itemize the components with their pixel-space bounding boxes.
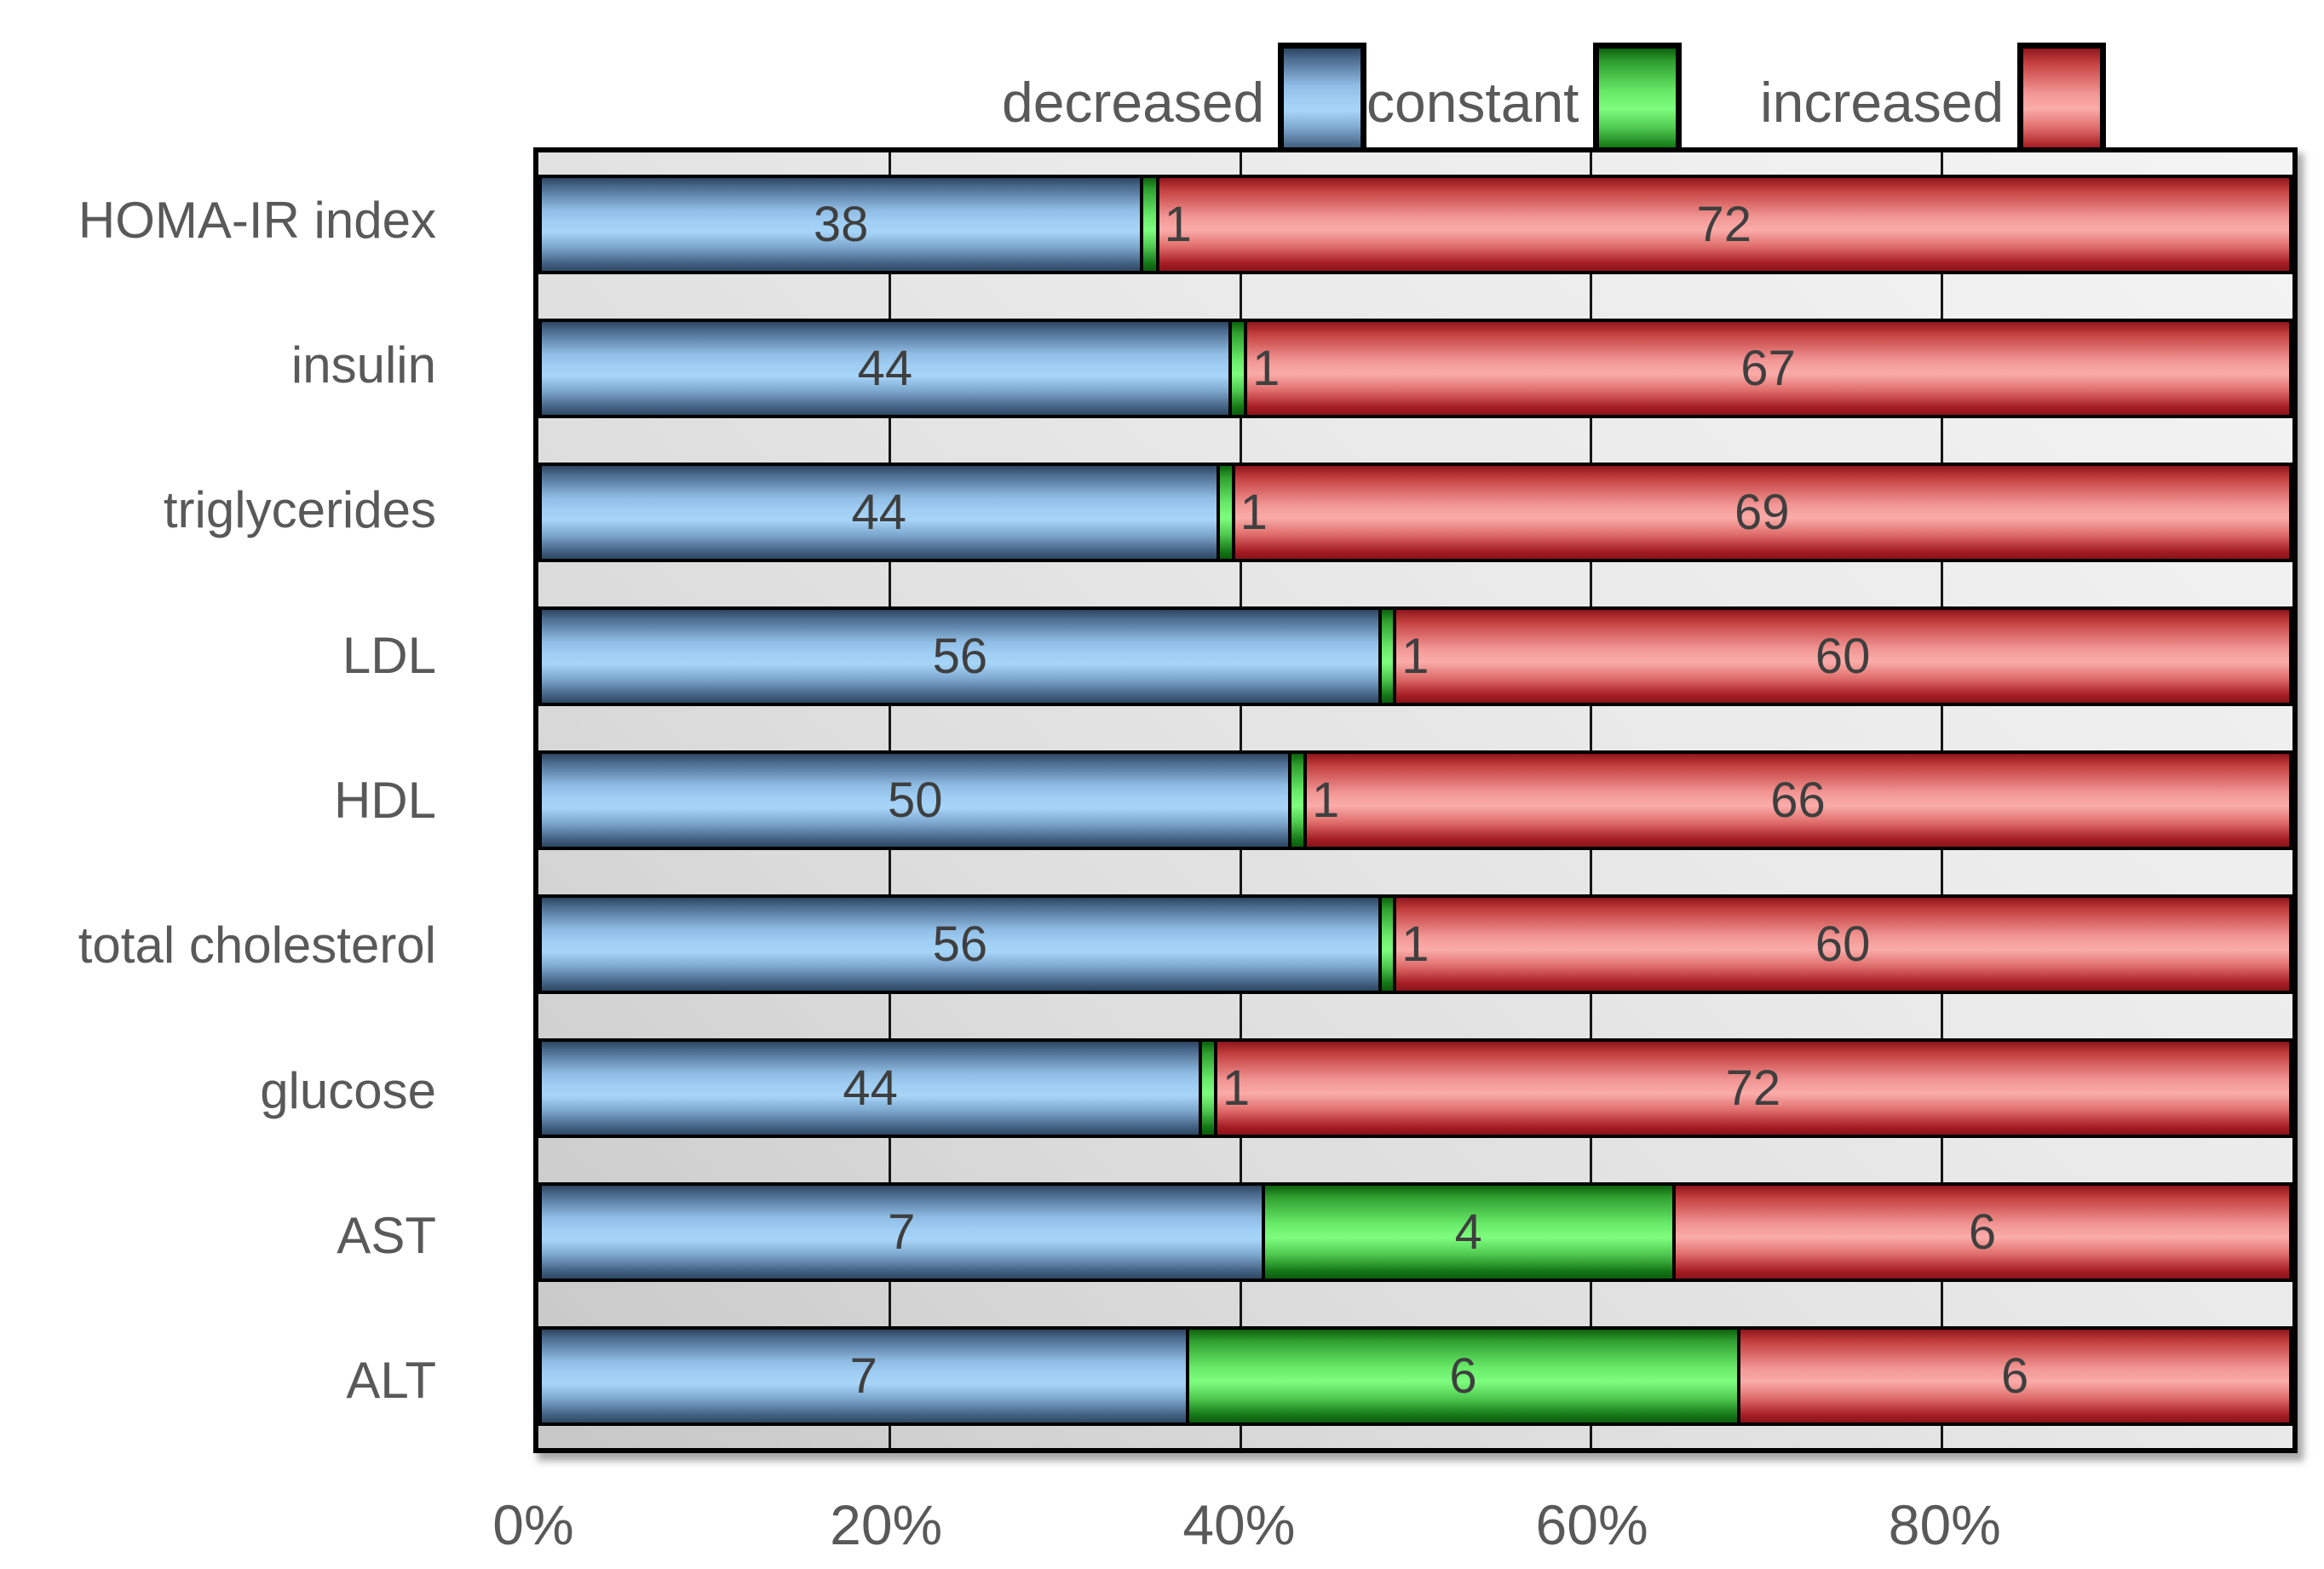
bar-row: 7 6 6	[538, 1304, 2292, 1448]
legend-label-constant: constant	[1366, 71, 1579, 134]
segment-value-label: 1	[1222, 1060, 1251, 1116]
bar-segment-decreased: 7	[542, 1186, 1262, 1279]
segment-value-label: 1	[1401, 916, 1429, 972]
bar-segment-decreased: 38	[542, 178, 1141, 271]
legend-swatch-constant-icon	[1592, 43, 1682, 162]
x-axis-tick-label: 20%	[830, 1493, 943, 1556]
segment-value-label: 67	[1740, 340, 1796, 396]
category-label: glucose	[260, 1061, 436, 1119]
segment-value-label: 69	[1734, 484, 1790, 540]
x-axis-tick-label: 0%	[492, 1493, 574, 1556]
bar-row: 44 1 67	[538, 296, 2292, 440]
bar-row: 7 4 6	[538, 1160, 2292, 1304]
bar-segment-decreased: 50	[542, 754, 1289, 847]
stacked-bar: 44 1 67	[538, 319, 2292, 418]
category-label: ALT	[346, 1352, 436, 1410]
segment-value-label: 56	[932, 916, 988, 972]
segment-value-label: 6	[2001, 1348, 2029, 1404]
category-label: triglycerides	[163, 481, 436, 539]
segment-value-label: 1	[1401, 628, 1429, 684]
segment-value-label: 6	[1968, 1204, 1997, 1260]
bar-segment-constant: 1	[1228, 322, 1280, 415]
segment-value-label: 1	[1240, 484, 1268, 540]
bar-segment-decreased: 44	[542, 322, 1228, 415]
bar-segment-increased: 60	[1393, 898, 2289, 991]
stacked-bar: 7 6 6	[538, 1326, 2292, 1426]
category-label: AST	[337, 1206, 436, 1264]
bar-segment-constant: 1	[1378, 610, 1429, 703]
stacked-bar: 56 1 60	[538, 606, 2292, 706]
category-label: LDL	[342, 626, 436, 684]
segment-value-label: 50	[887, 772, 943, 828]
stacked-bar: 56 1 60	[538, 894, 2292, 994]
plot-area: 38 1 72 44 1 67 44 1 69 56 1 60 50 1 66 56 1 60 44 1 72 7 4 6 7 6…	[533, 147, 2298, 1453]
legend-label-increased: increased	[1760, 71, 2005, 134]
stacked-bar: 7 4 6	[538, 1182, 2292, 1282]
segment-value-label: 7	[849, 1348, 877, 1404]
segment-value-label: 44	[857, 340, 913, 396]
bar-segment-decreased: 44	[542, 1042, 1199, 1135]
bar-segment-decreased: 56	[542, 898, 1378, 991]
x-axis-tick-label: 40%	[1182, 1493, 1296, 1556]
stacked-bar: 50 1 66	[538, 750, 2292, 850]
segment-value-label: 60	[1815, 916, 1871, 972]
x-axis-tick-label: 80%	[1888, 1493, 2001, 1556]
category-label: HOMA-IR index	[78, 191, 436, 249]
bar-segment-increased: 69	[1231, 466, 2289, 559]
bar-segment-decreased: 44	[542, 466, 1217, 559]
stacked-bar: 44 1 72	[538, 1038, 2292, 1138]
stacked-bar: 44 1 69	[538, 463, 2292, 562]
bar-segment-constant: 1	[1288, 754, 1339, 847]
segment-value-label: 7	[888, 1204, 916, 1260]
bar-segment-constant: 1	[1378, 898, 1429, 991]
bar-row: 38 1 72	[538, 152, 2292, 296]
bar-segment-increased: 6	[1672, 1186, 2289, 1279]
legend-item-constant: constant	[1366, 37, 1682, 167]
segment-value-label: 60	[1815, 628, 1871, 684]
bar-row: 50 1 66	[538, 728, 2292, 872]
legend-item-decreased: decreased	[1002, 37, 1367, 167]
x-axis-tick-label: 60%	[1535, 1493, 1648, 1556]
segment-value-label: 1	[1164, 196, 1192, 252]
segment-value-label: 4	[1454, 1204, 1482, 1260]
segment-value-label: 72	[1725, 1060, 1781, 1116]
segment-value-label: 72	[1696, 196, 1752, 252]
bar-row: 56 1 60	[538, 584, 2292, 728]
y-axis-category-labels: HOMA-IR index insulin triglycerides LDL HDL t…	[0, 147, 436, 1453]
segment-value-label: 44	[851, 484, 907, 540]
bar-segment-constant: 4	[1261, 1186, 1673, 1279]
segment-value-label: 56	[932, 628, 988, 684]
bar-segment-increased: 72	[1155, 178, 2289, 271]
bar-segment-decreased: 7	[542, 1330, 1186, 1422]
bar-segment-increased: 66	[1303, 754, 2289, 847]
bar-row: 56 1 60	[538, 872, 2292, 1016]
stacked-bar: 38 1 72	[538, 175, 2292, 274]
bar-rows: 38 1 72 44 1 67 44 1 69 56 1 60 50 1 66 56 1 60 44 1 72 7 4 6 7 6…	[538, 152, 2292, 1448]
segment-value-label: 1	[1252, 340, 1280, 396]
legend-label-decreased: decreased	[1002, 71, 1265, 134]
category-label: HDL	[333, 771, 436, 829]
bar-row: 44 1 72	[538, 1016, 2292, 1160]
category-label: insulin	[290, 336, 436, 394]
segment-value-label: 38	[813, 196, 869, 252]
bar-segment-constant: 1	[1216, 466, 1268, 559]
segment-value-label: 66	[1770, 772, 1826, 828]
bar-segment-increased: 72	[1213, 1042, 2289, 1135]
bar-segment-increased: 6	[1737, 1330, 2289, 1422]
bar-segment-constant: 1	[1199, 1042, 1250, 1135]
segment-value-label: 1	[1312, 772, 1340, 828]
legend-swatch-increased-icon	[2017, 43, 2107, 162]
bar-segment-constant: 6	[1185, 1330, 1738, 1422]
bar-segment-increased: 67	[1244, 322, 2289, 415]
bar-row: 44 1 69	[538, 440, 2292, 584]
bar-segment-constant: 1	[1140, 178, 1192, 271]
legend-swatch-decreased-icon	[1278, 43, 1367, 162]
category-label: total cholesterol	[78, 917, 436, 974]
segment-value-label: 6	[1449, 1348, 1477, 1404]
segment-value-label: 44	[843, 1060, 898, 1116]
bar-segment-decreased: 56	[542, 610, 1378, 703]
bar-segment-increased: 60	[1393, 610, 2289, 703]
